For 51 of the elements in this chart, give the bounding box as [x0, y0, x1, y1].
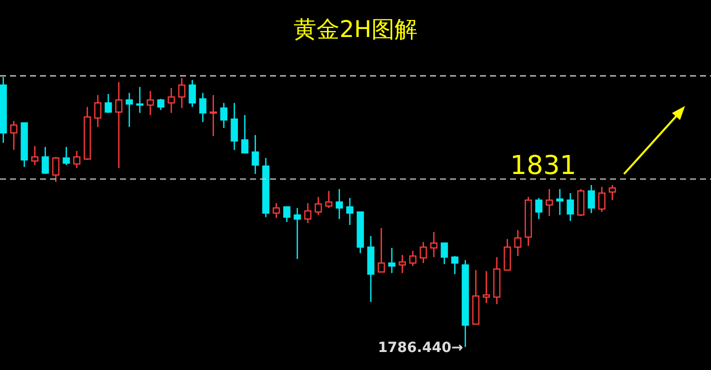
- candlestick: [252, 134, 259, 175]
- candlestick: [283, 206, 290, 223]
- candlestick: [73, 150, 80, 169]
- candlestick: [535, 197, 542, 220]
- candlestick: [294, 207, 301, 260]
- candlestick: [272, 202, 280, 219]
- candlestick: [314, 196, 322, 216]
- candlestick: [188, 79, 196, 108]
- candlestick: [556, 188, 564, 216]
- candlestick: [588, 184, 595, 214]
- candlestick: [566, 192, 574, 222]
- candlestick: [388, 247, 396, 274]
- candlestick: [451, 255, 458, 275]
- candlestick: [598, 186, 606, 213]
- candlestick: [136, 86, 144, 114]
- candlestick: [31, 145, 38, 166]
- candlestick: [230, 102, 238, 151]
- candlestick: [62, 146, 70, 166]
- candlestick: [42, 146, 49, 175]
- candlestick: [178, 77, 186, 109]
- candlestick: [94, 94, 102, 128]
- candlestick: [126, 92, 133, 128]
- annotation: 1831: [510, 151, 576, 182]
- candlestick: [157, 98, 164, 111]
- candlestick: [346, 197, 354, 226]
- candlestick: [430, 231, 438, 258]
- candlestick: [514, 229, 522, 257]
- candlestick: [168, 87, 175, 114]
- candlestick: [409, 250, 416, 267]
- candlestick: [10, 120, 18, 151]
- candlestick: [210, 94, 217, 137]
- candlestick: [398, 254, 406, 274]
- candlestick: [220, 102, 228, 129]
- candlestick: [146, 90, 154, 116]
- candlestick: [378, 227, 385, 273]
- annotation: 1786.440→: [378, 340, 464, 356]
- candlestick: [104, 93, 112, 114]
- candlestick: [199, 92, 206, 123]
- candlestick: [420, 241, 427, 264]
- candlestick: [304, 202, 312, 224]
- candlestick: [336, 188, 343, 220]
- chart-title: 黄金2H图解: [292, 16, 418, 45]
- candlestick: [608, 184, 616, 201]
- candlestick: [325, 190, 332, 209]
- candlestick: [546, 188, 553, 217]
- candlestick: [482, 270, 490, 304]
- candlestick: [504, 238, 511, 271]
- candlestick: [115, 81, 122, 169]
- candlestick: [241, 114, 248, 154]
- candlestick: [440, 242, 448, 265]
- candlestick: [52, 156, 60, 183]
